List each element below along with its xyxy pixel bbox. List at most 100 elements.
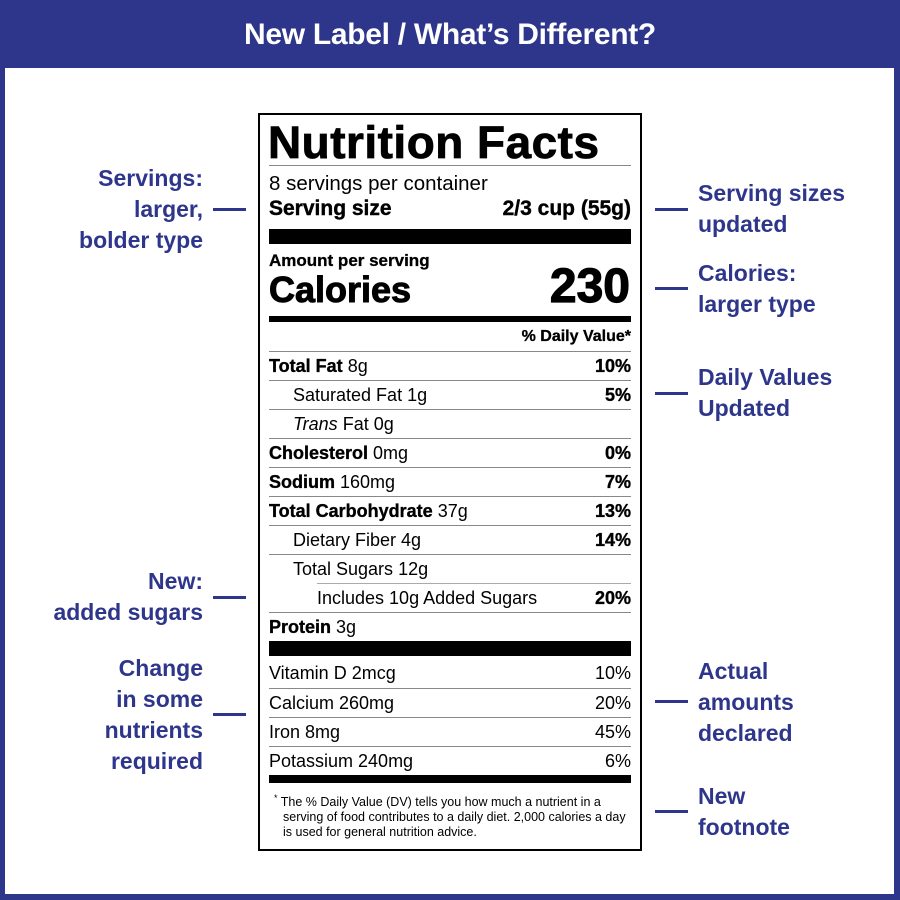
connector-dash bbox=[213, 713, 246, 716]
nutrient-row-added-sugars: Includes 10g Added Sugars 20% bbox=[269, 584, 631, 612]
nutrient-dv: 7% bbox=[604, 472, 631, 492]
vitamin-text: Calcium 260mg bbox=[269, 693, 395, 713]
thick-bar bbox=[269, 641, 631, 656]
nutrient-amount: 8g bbox=[347, 356, 368, 376]
nutrient-dv: 13% bbox=[594, 501, 631, 521]
connector-dash bbox=[655, 810, 688, 813]
nutrient-name: Sodium bbox=[269, 472, 335, 492]
nutrient-row-total-carbohydrate: Total Carbohydrate 37g 13% bbox=[269, 496, 631, 525]
nutrient-name: Protein bbox=[269, 617, 332, 637]
vitamin-row: Iron 8mg 45% bbox=[269, 717, 631, 746]
medium-bar bbox=[269, 316, 631, 322]
vitamin-text: Iron 8mg bbox=[269, 722, 341, 742]
annotation-nutrients-required: Change in some nutrients required bbox=[105, 653, 203, 777]
nutrient-amount: 3g bbox=[336, 617, 357, 637]
connector-dash bbox=[655, 287, 688, 290]
annotation-line: Updated bbox=[698, 395, 790, 421]
annotation-footnote: New footnote bbox=[698, 781, 790, 843]
annotation-line: Calories: bbox=[698, 260, 797, 286]
vitamin-text: Potassium 240mg bbox=[269, 751, 414, 771]
vitamin-dv: 6% bbox=[604, 751, 631, 771]
connector-dash bbox=[655, 700, 688, 703]
calories-value: 230 bbox=[549, 259, 630, 313]
nutrient-row-sodium: Sodium 160mg 7% bbox=[269, 467, 631, 496]
nutrient-name: Total Carbohydrate bbox=[269, 501, 433, 521]
daily-value-header: % Daily Value* bbox=[521, 328, 631, 345]
annotation-line: updated bbox=[698, 211, 788, 237]
nutrient-name-italic: Trans bbox=[293, 414, 338, 434]
vitamin-dv: 20% bbox=[594, 693, 631, 713]
vitamin-row: Potassium 240mg 6% bbox=[269, 746, 631, 775]
nutrient-dv: 0% bbox=[604, 443, 631, 463]
annotation-line: Servings: bbox=[98, 165, 203, 191]
nutrient-row-cholesterol: Cholesterol 0mg 0% bbox=[269, 438, 631, 467]
annotation-line: larger, bbox=[133, 196, 203, 222]
nutrient-name: Cholesterol bbox=[269, 443, 369, 463]
annotation-line: amounts bbox=[698, 689, 794, 715]
page-title: New Label / What’s Different? bbox=[244, 18, 656, 51]
annotation-line: New bbox=[698, 783, 746, 809]
annotation-calories: Calories: larger type bbox=[698, 258, 816, 320]
nutrient-amount: 0mg bbox=[373, 443, 409, 463]
nutrient-amount: 0g bbox=[373, 414, 394, 434]
nutrient-amount: 12g bbox=[398, 559, 429, 579]
connector-dash bbox=[213, 208, 246, 211]
annotation-line: declared bbox=[698, 720, 793, 746]
nutrient-name: Total Fat bbox=[269, 356, 343, 376]
vitamin-text: Vitamin D 2mcg bbox=[269, 663, 396, 683]
annotation-servings: Servings: larger, bolder type bbox=[79, 163, 203, 256]
annotation-line: New: bbox=[148, 568, 203, 594]
page-header: New Label / What’s Different? bbox=[0, 0, 900, 68]
servings-per-container: 8 servings per container bbox=[269, 172, 488, 195]
nutrient-row-saturated-fat: Saturated Fat 1g 5% bbox=[269, 380, 631, 409]
footnote: * The % Daily Value (DV) tells you how m… bbox=[269, 791, 631, 840]
amount-per-serving: Amount per serving bbox=[269, 251, 430, 270]
nutrient-row-total-sugars: Total Sugars 12g bbox=[269, 554, 631, 583]
nutrient-amount: 37g bbox=[437, 501, 468, 521]
nutrient-row-trans-fat: Trans Fat 0g bbox=[269, 409, 631, 438]
footnote-text: The % Daily Value (DV) tells you how muc… bbox=[280, 795, 626, 840]
divider bbox=[269, 165, 631, 166]
nutrient-dv: 14% bbox=[594, 530, 631, 550]
nutrient-dv: 10% bbox=[594, 356, 631, 376]
annotation-line: nutrients bbox=[104, 717, 203, 743]
annotation-line: footnote bbox=[698, 814, 790, 840]
connector-dash bbox=[213, 596, 246, 599]
nutrient-row-total-fat: Total Fat 8g 10% bbox=[269, 351, 631, 380]
vitamin-dv: 45% bbox=[594, 722, 631, 742]
nutrient-amount: 160mg bbox=[340, 472, 396, 492]
serving-size-row: Serving size 2/3 cup (55g) bbox=[269, 196, 631, 221]
annotation-serving-sizes: Serving sizes updated bbox=[698, 178, 845, 240]
nutrient-name: Total Sugars bbox=[293, 559, 394, 579]
nutrient-dv: 5% bbox=[604, 385, 631, 405]
annotation-added-sugars: New: added sugars bbox=[53, 566, 203, 628]
annotation-line: bolder type bbox=[79, 227, 203, 253]
annotation-line: required bbox=[110, 748, 203, 774]
calories-label: Calories bbox=[268, 269, 412, 311]
annotation-line: added sugars bbox=[53, 599, 203, 625]
annotation-line: Serving sizes bbox=[698, 180, 846, 206]
serving-size-label: Serving size bbox=[269, 197, 392, 220]
nutrient-name: Saturated Fat bbox=[293, 385, 403, 405]
nutrition-facts-label: Nutrition Facts 8 servings per container… bbox=[258, 113, 642, 851]
indented-divider bbox=[317, 583, 631, 584]
annotation-line: larger type bbox=[698, 291, 816, 317]
nutrient-dv: 20% bbox=[594, 588, 631, 608]
vitamin-row: Calcium 260mg 20% bbox=[269, 688, 631, 717]
connector-dash bbox=[655, 392, 688, 395]
nutrient-row-protein: Protein 3g bbox=[269, 612, 631, 641]
nutrient-amount: 4g bbox=[401, 530, 422, 550]
serving-size-value: 2/3 cup (55g) bbox=[502, 197, 631, 220]
annotation-line: in some bbox=[116, 686, 203, 712]
thick-bar bbox=[269, 229, 631, 244]
annotation-daily-values: Daily Values Updated bbox=[698, 362, 832, 424]
footnote-mark: * bbox=[274, 793, 278, 803]
medium-bar bbox=[269, 775, 631, 783]
annotation-line: Change bbox=[118, 655, 203, 681]
nutrient-name: Dietary Fiber bbox=[293, 530, 397, 550]
annotation-line: Daily Values bbox=[698, 364, 833, 390]
vitamin-row: Vitamin D 2mcg 10% bbox=[269, 659, 631, 687]
connector-dash bbox=[655, 208, 688, 211]
nutrient-row-dietary-fiber: Dietary Fiber 4g 14% bbox=[269, 525, 631, 554]
